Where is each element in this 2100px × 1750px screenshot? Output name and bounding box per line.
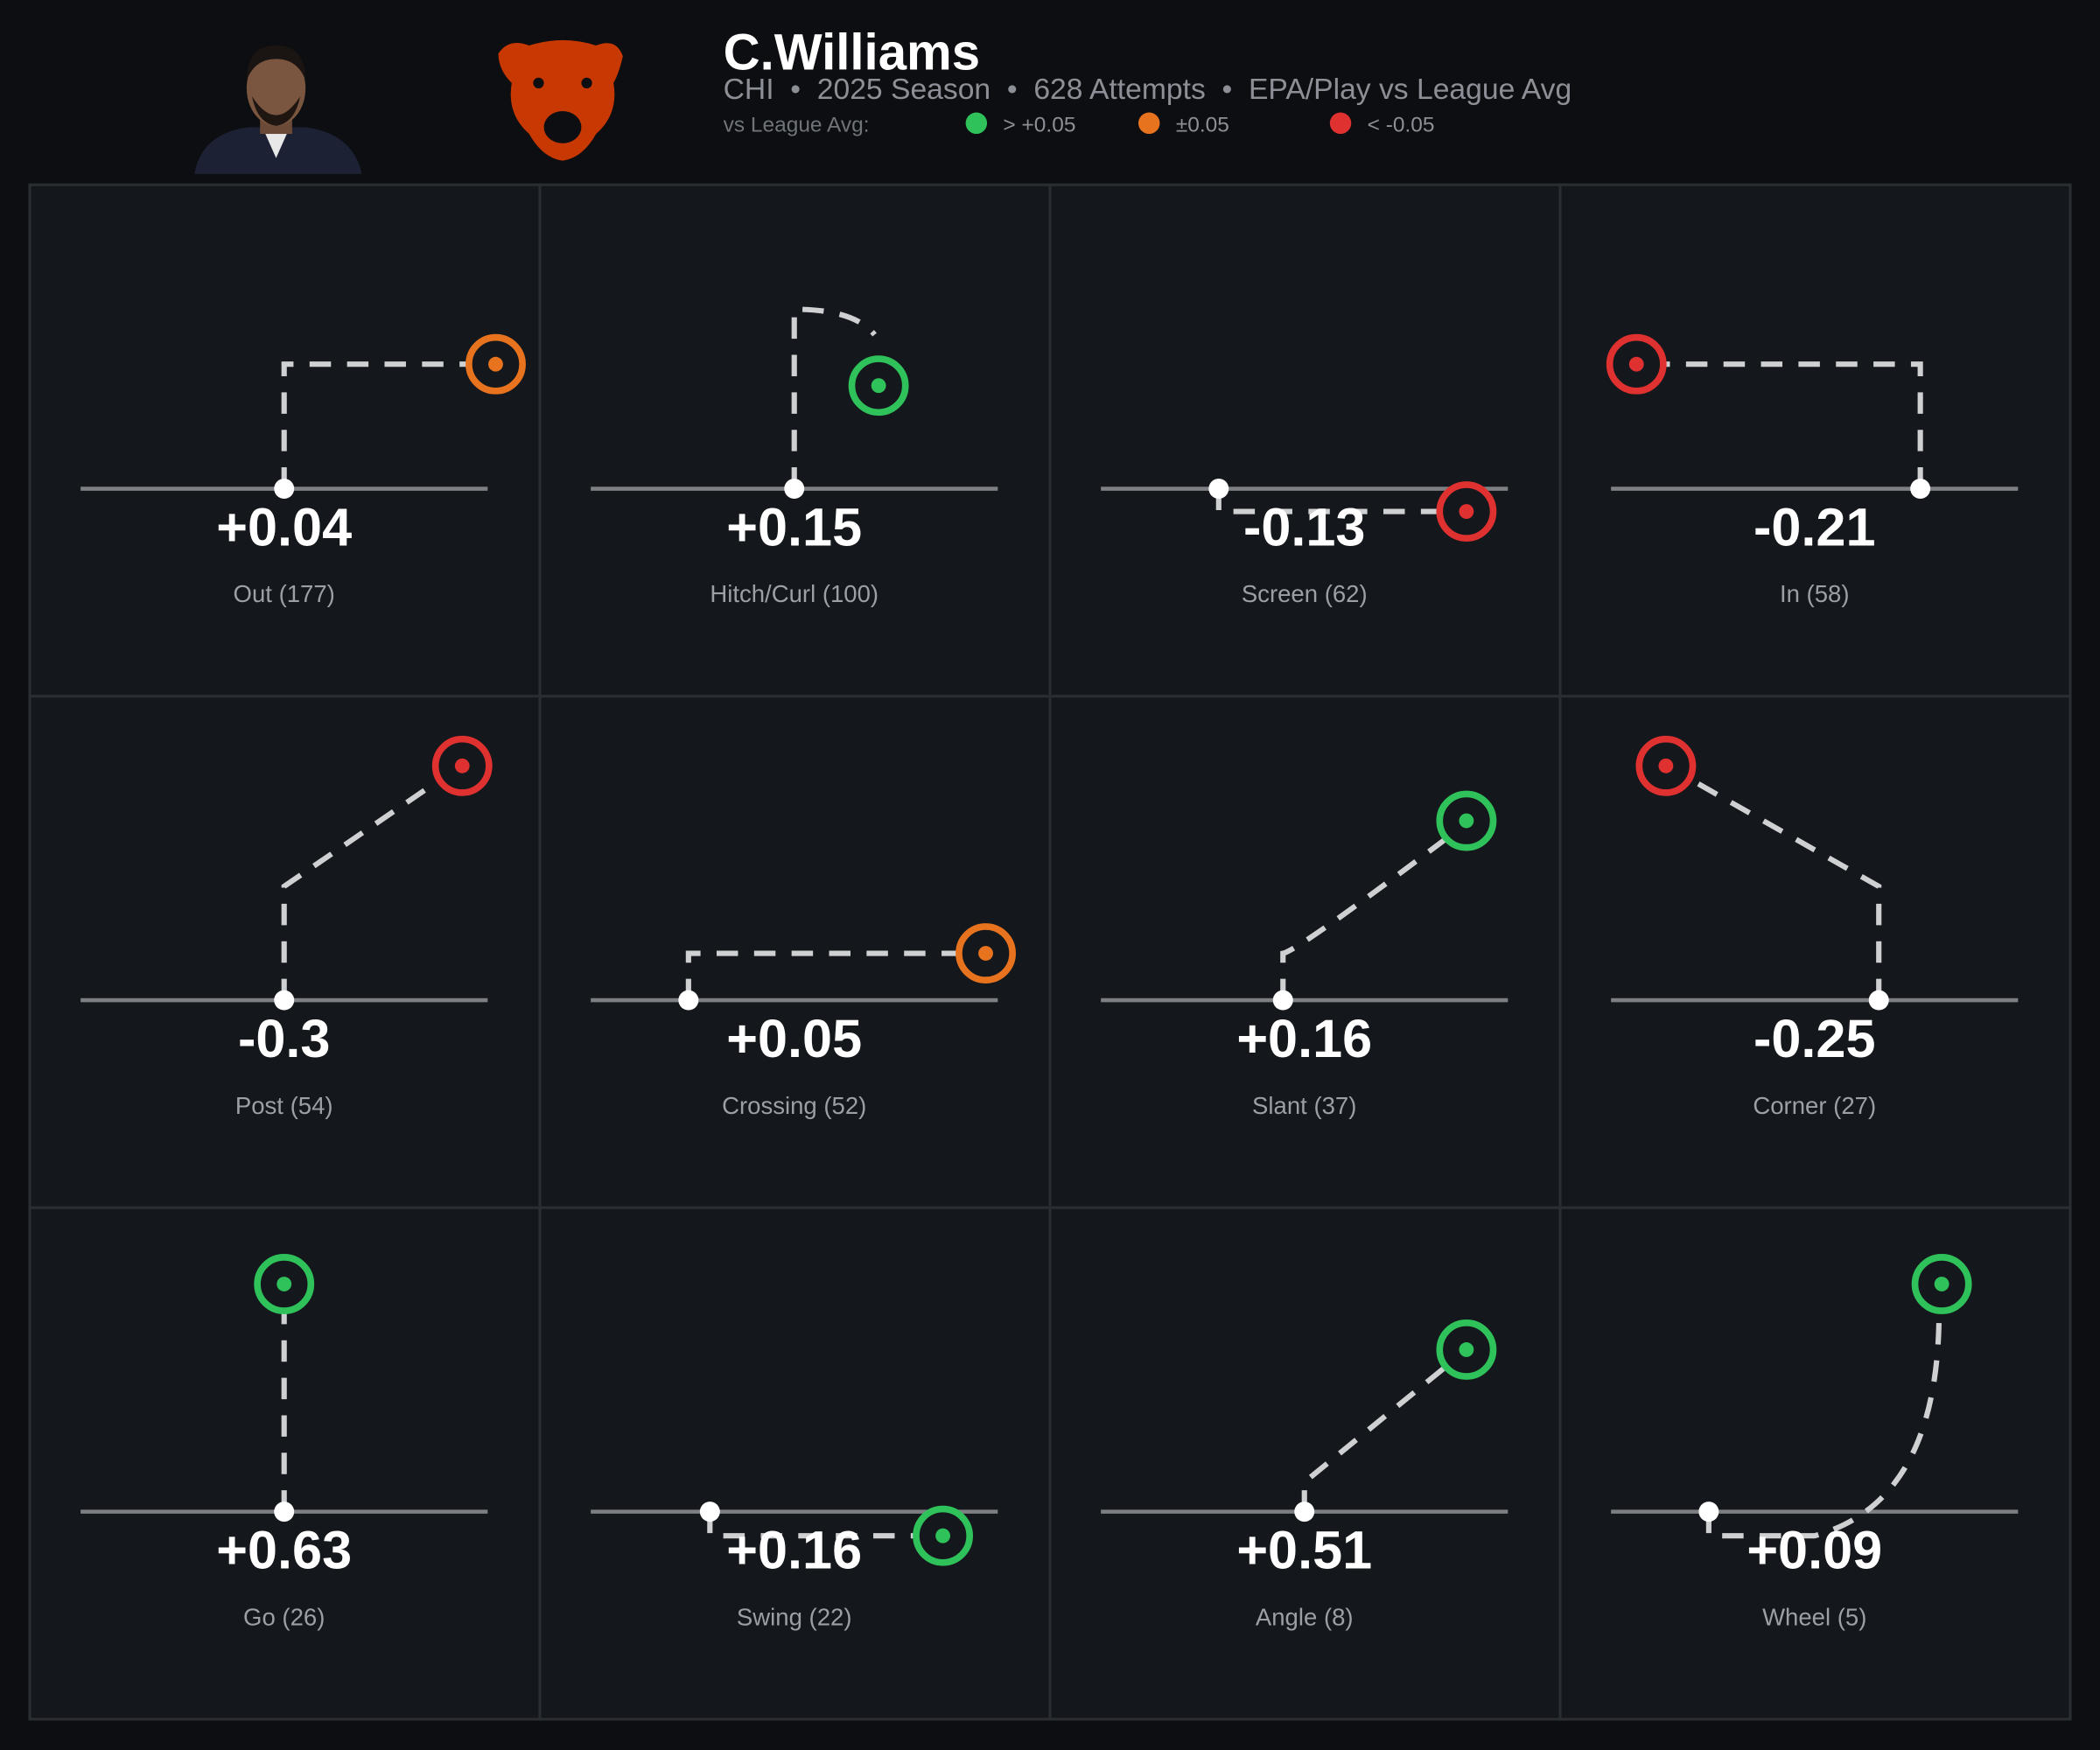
route-path [281, 780, 438, 1001]
route-label: Post (54) [235, 1092, 333, 1119]
legend-swatch [1329, 112, 1352, 135]
cell-background [1558, 183, 2072, 698]
route-marker-dot [871, 378, 886, 394]
legend-label: > +0.05 [1003, 113, 1075, 136]
route-path [281, 361, 466, 489]
legend-swatch [965, 112, 988, 135]
title: C.Williams [724, 24, 980, 81]
value-label: +0.09 [1746, 1521, 1882, 1580]
route-start [1272, 990, 1293, 1011]
route-label: Wheel (5) [1762, 1603, 1866, 1630]
value-label: +0.16 [1236, 1009, 1372, 1068]
legend-label: < -0.05 [1368, 113, 1435, 136]
route-cell: +0.63 Go (26) [28, 1206, 542, 1721]
route-start [1208, 479, 1229, 500]
route-start [1294, 1502, 1315, 1522]
route-label: Crossing (52) [722, 1092, 866, 1119]
player-photo [194, 46, 362, 174]
route-marker-dot [1459, 504, 1474, 519]
route-marker-dot [978, 946, 993, 961]
route-label: In (58) [1780, 580, 1850, 607]
route-cell: +0.15 Hitch/Curl (100) [538, 183, 1052, 698]
route-start [1910, 479, 1931, 500]
route-label: Angle (8) [1256, 1603, 1354, 1630]
route-cell: +0.16 Slant (37) [1048, 695, 1562, 1209]
route-cell: -0.25 Corner (27) [1558, 695, 2072, 1209]
route-label: Out (177) [234, 580, 335, 607]
route-path [1280, 837, 1447, 1001]
legend-swatch [1138, 112, 1160, 135]
cell-background [1048, 695, 1562, 1209]
route-marker-dot [1459, 813, 1474, 829]
route-start [784, 479, 805, 500]
route-path [791, 306, 877, 489]
route-path [1690, 778, 1882, 1001]
route-path [1664, 361, 1923, 489]
route-cell: +0.16 Swing (22) [538, 1206, 1052, 1721]
route-label: Slant (37) [1252, 1092, 1356, 1119]
value-label: -0.21 [1754, 498, 1875, 557]
route-marker-dot [935, 1528, 950, 1544]
cell-background [1048, 1206, 1562, 1721]
cell-background [1048, 183, 1562, 698]
route-start [1868, 990, 1889, 1011]
team-logo [498, 39, 623, 161]
value-label: +0.04 [216, 498, 352, 557]
cell-background [538, 1206, 1052, 1721]
route-start [274, 1502, 295, 1522]
value-label: -0.13 [1243, 498, 1365, 557]
value-label: +0.16 [726, 1521, 862, 1580]
legend-label: ±0.05 [1176, 113, 1229, 136]
value-label: +0.63 [216, 1521, 352, 1580]
route-cell: +0.09 Wheel (5) [1558, 1206, 2072, 1721]
route-cell: -0.21 In (58) [1558, 183, 2072, 698]
value-label: -0.25 [1754, 1009, 1875, 1068]
value-label: +0.05 [726, 1009, 862, 1068]
route-marker-dot [1459, 1342, 1474, 1357]
route-label: Corner (27) [1753, 1092, 1876, 1119]
legend-title: vs League Avg: [724, 113, 870, 136]
route-path [685, 950, 958, 1001]
value-label: +0.15 [726, 498, 862, 557]
route-marker-dot [1628, 356, 1644, 372]
route-start [274, 990, 295, 1011]
route-start [274, 479, 295, 500]
value-label: -0.3 [238, 1009, 330, 1068]
value-label: +0.51 [1236, 1521, 1372, 1580]
route-label: Swing (22) [737, 1603, 852, 1630]
route-path [1705, 1314, 1942, 1539]
route-marker-dot [276, 1277, 292, 1292]
route-marker-dot [488, 356, 503, 372]
route-cell: -0.13 Screen (62) [1048, 183, 1562, 698]
route-marker-dot [1658, 758, 1674, 774]
route-start [678, 990, 699, 1011]
route-cell: +0.04 Out (177) [28, 183, 542, 698]
route-cell: -0.3 Post (54) [28, 695, 542, 1209]
route-marker-dot [454, 758, 470, 774]
route-label: Screen (62) [1242, 580, 1368, 607]
subtitle: CHI • 2025 Season • 628 Attempts • EPA/P… [724, 74, 1572, 106]
route-start [699, 1502, 720, 1522]
route-label: Go (26) [243, 1603, 325, 1630]
route-cell: +0.05 Crossing (52) [538, 695, 1052, 1209]
route-start [1698, 1502, 1719, 1522]
route-cell: +0.51 Angle (8) [1048, 1206, 1562, 1721]
route-marker-dot [1934, 1277, 1950, 1292]
cell-background [1558, 1206, 2072, 1721]
route-label: Hitch/Curl (100) [710, 580, 878, 607]
